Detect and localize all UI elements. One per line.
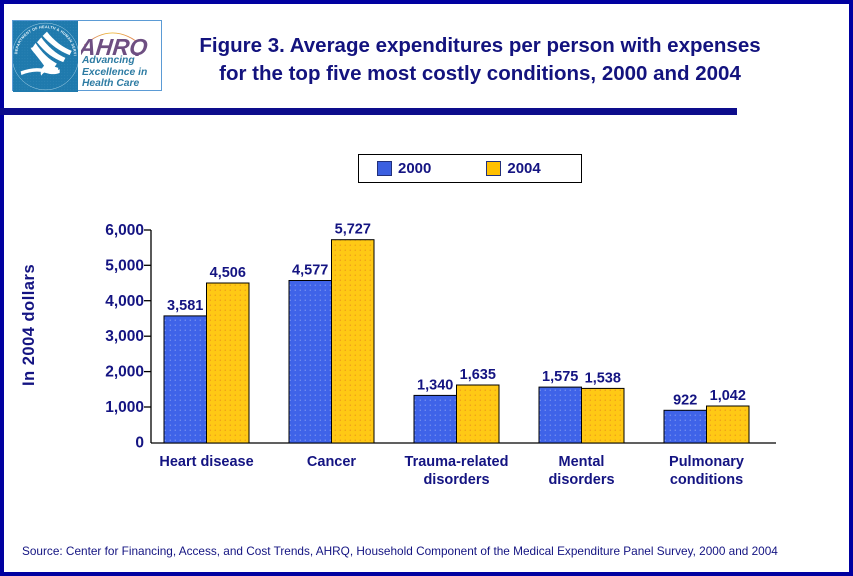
- svg-text:922: 922: [673, 392, 697, 408]
- svg-text:Trauma-related: Trauma-related: [405, 454, 509, 470]
- svg-text:1,575: 1,575: [542, 369, 578, 385]
- svg-text:AHRQ: AHRQ: [81, 34, 149, 56]
- svg-text:2,000: 2,000: [105, 364, 144, 381]
- svg-text:disorders: disorders: [423, 472, 489, 488]
- svg-text:Heart disease: Heart disease: [159, 454, 253, 470]
- svg-text:0: 0: [135, 434, 144, 451]
- svg-text:5,727: 5,727: [335, 222, 371, 238]
- svg-text:1,538: 1,538: [585, 370, 621, 386]
- svg-text:1,042: 1,042: [710, 388, 746, 404]
- svg-text:4,000: 4,000: [105, 293, 144, 310]
- svg-text:Pulmonary: Pulmonary: [669, 454, 744, 470]
- svg-text:disorders: disorders: [548, 472, 614, 488]
- svg-text:3,581: 3,581: [167, 298, 203, 314]
- svg-text:1,000: 1,000: [105, 399, 144, 416]
- svg-text:1,340: 1,340: [417, 377, 453, 393]
- svg-text:3,000: 3,000: [105, 328, 144, 345]
- svg-text:conditions: conditions: [670, 472, 743, 488]
- svg-text:1,635: 1,635: [460, 367, 496, 383]
- svg-text:4,577: 4,577: [292, 263, 328, 279]
- svg-text:5,000: 5,000: [105, 257, 144, 274]
- svg-text:4,506: 4,506: [210, 265, 246, 281]
- svg-text:Cancer: Cancer: [307, 454, 357, 470]
- svg-text:6,000: 6,000: [105, 222, 144, 239]
- svg-text:Mental: Mental: [559, 454, 605, 470]
